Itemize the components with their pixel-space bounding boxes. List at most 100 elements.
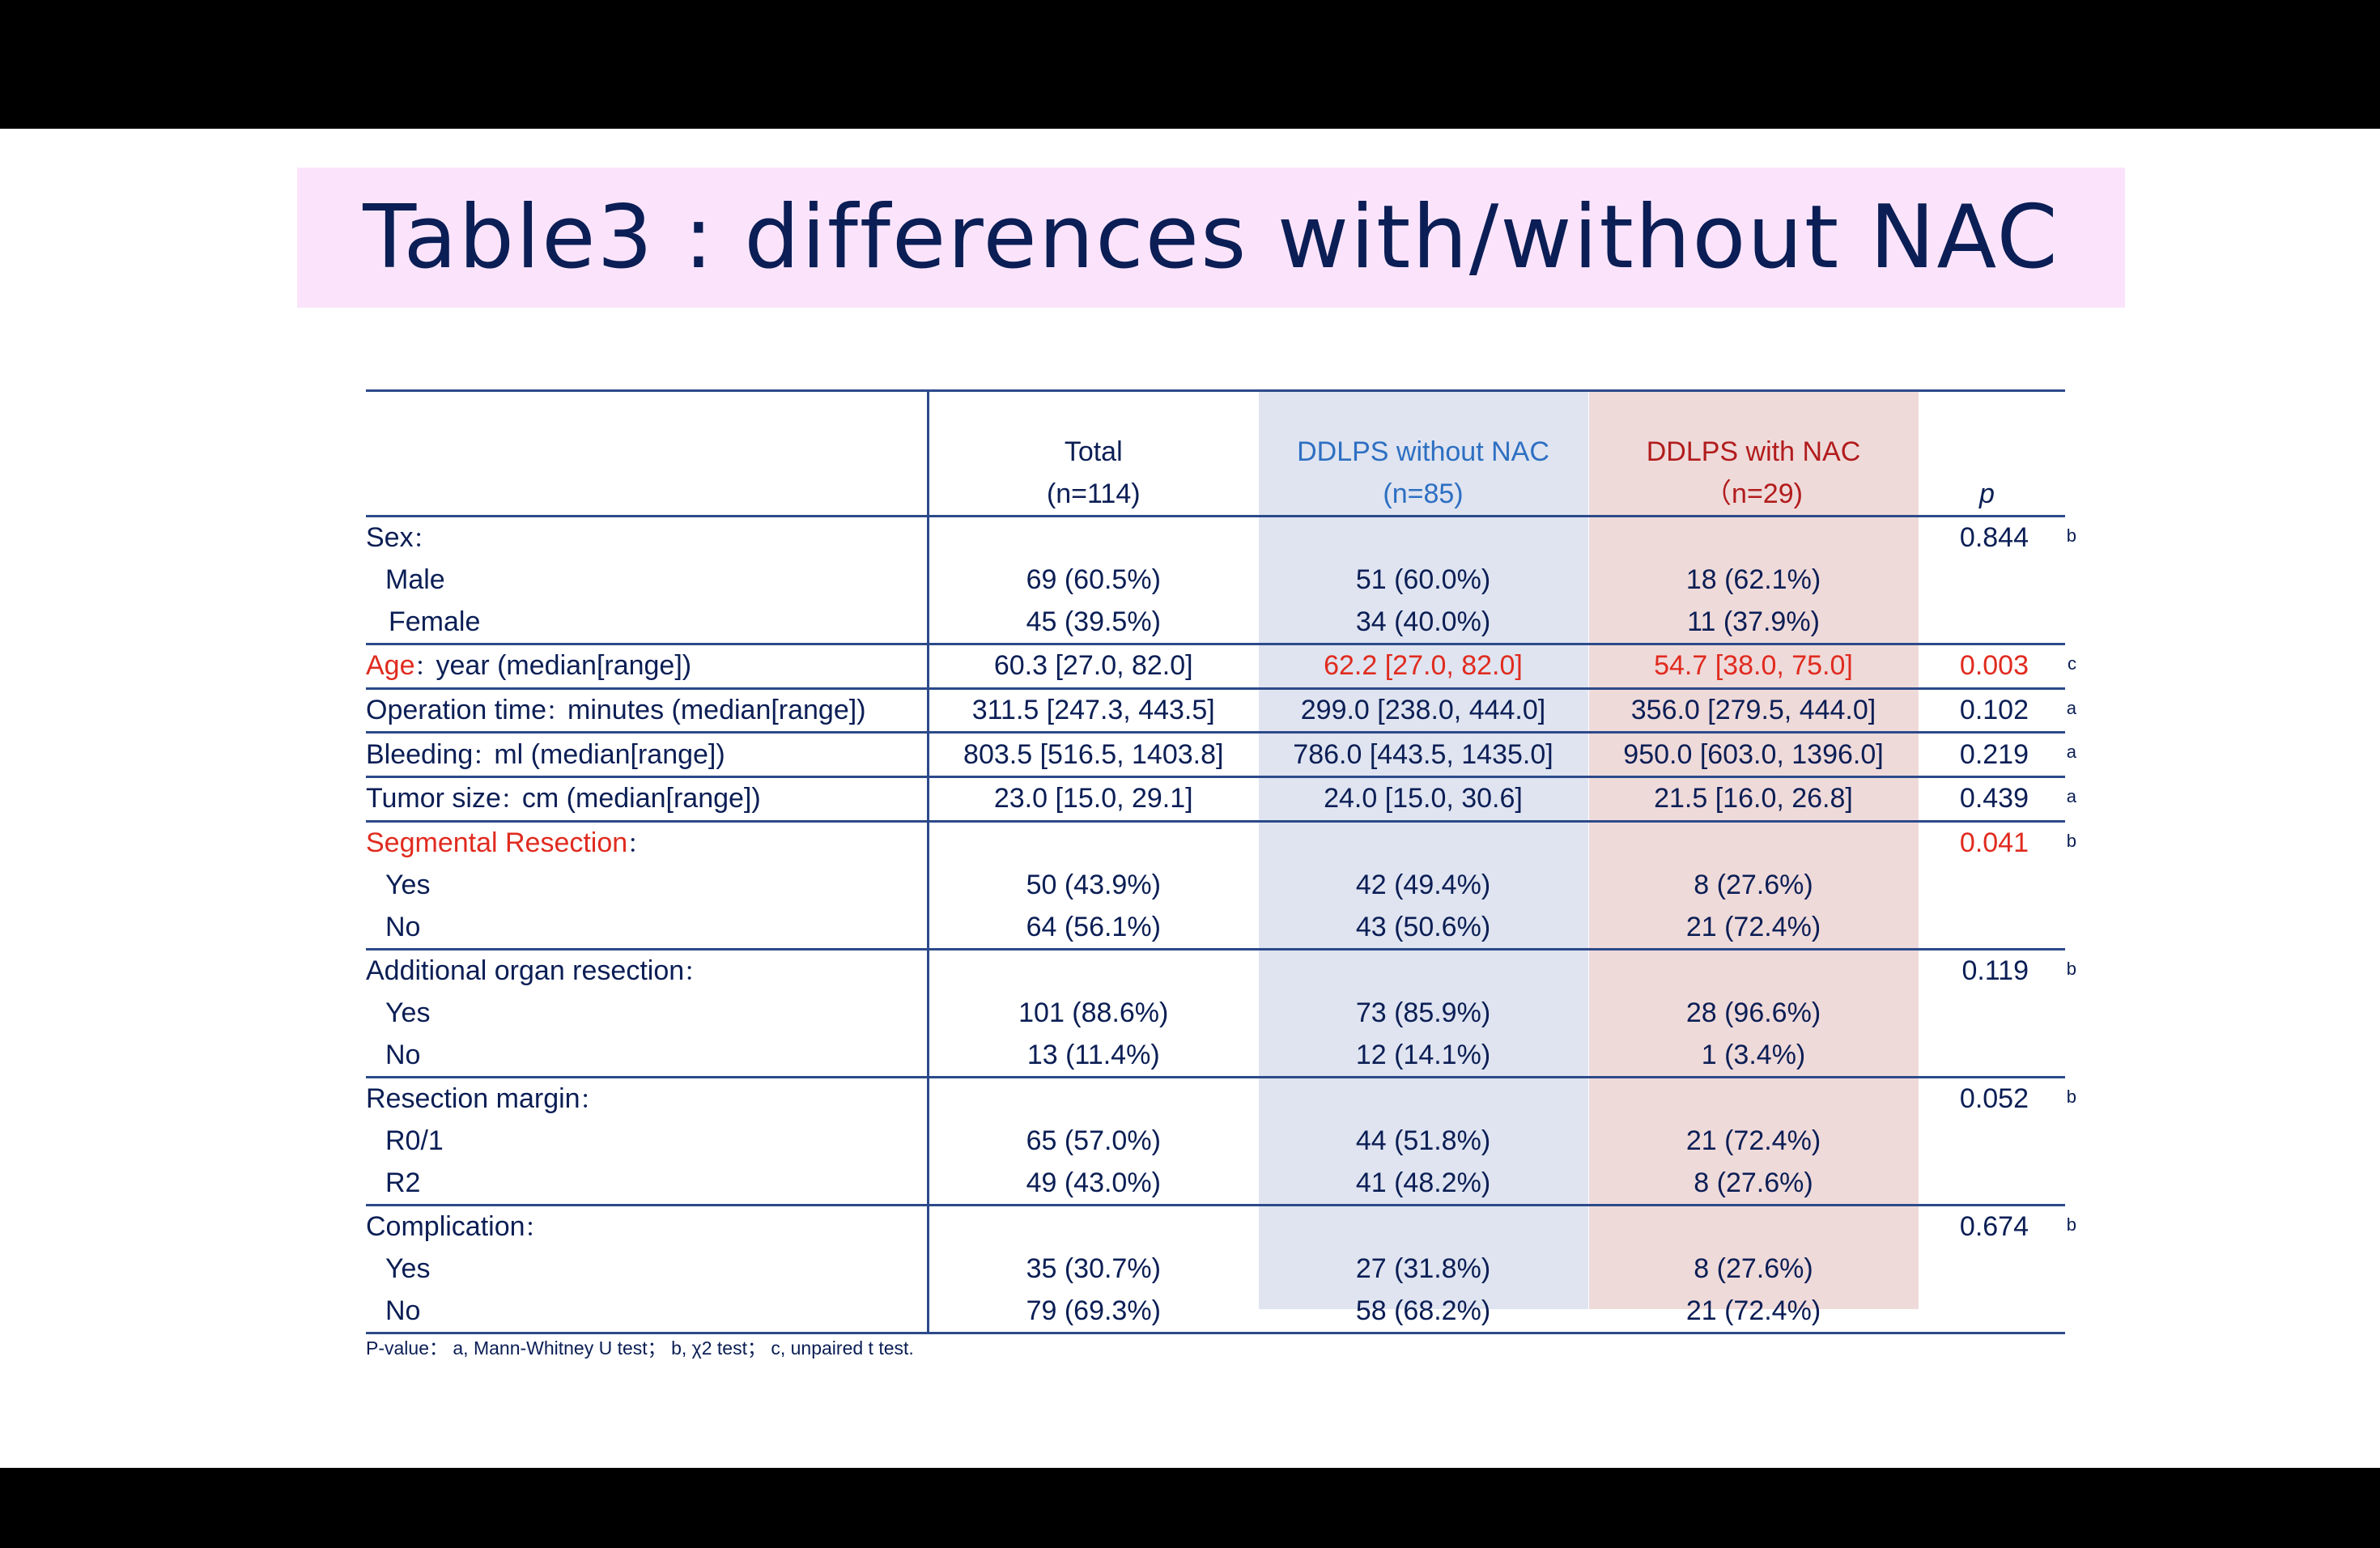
cell-total: 35 (30.7%) [1026,1253,1161,1285]
test-marker: b [2066,1214,2076,1235]
cell-with: 21 (72.4%) [1685,911,1821,942]
p-value: 0.219 a [1919,731,2076,777]
cell-total: 101 (88.6%) [1018,997,1169,1028]
table-row: Resection margin： 0.052 b [366,1075,2076,1121]
table-row: Age：year (median[range]) 60.3 [27.0, 82.… [366,643,2076,689]
table-row: No 64 (56.1%) 43 (50.6%) 21 (72.4%) [366,906,2065,950]
footnote: P-value： a, Mann-Whitney U test； b, χ2 t… [366,1337,914,1359]
table-row: Tumor size：cm (median[range]) 23.0 [15.0… [366,776,2076,822]
p-value: 0.439 a [1919,776,2076,822]
cell-without: 34 (40.0%) [1355,606,1491,637]
p-value: 0.674 b [1919,1203,2076,1248]
row-label: Yes [366,992,929,1035]
header-total: Total (n=114) [928,389,1258,517]
row-label: No [366,1290,929,1335]
row-label: R0/1 [366,1120,929,1163]
cell-without: 42 (49.4%) [1355,869,1491,900]
row-label: Segmental Resection： [366,819,929,865]
slide: Table3 : differences with/without NAC To… [0,129,2380,1468]
cell-total: 23.0 [15.0, 29.1] [928,776,1258,822]
cell-without: 73 (85.9%) [1355,997,1491,1028]
title-banner: Table3 : differences with/without NAC [297,168,2125,308]
cell-total: 45 (39.5%) [1026,606,1161,637]
row-label: Female [366,601,929,644]
table-row: Segmental Resection： 0.041 b [366,819,2076,865]
cell-with: 1 (3.4%) [1701,1039,1806,1070]
cell-total: 60.3 [27.0, 82.0] [928,643,1258,689]
table-row: R2 49 (43.0%) 41 (48.2%) 8 (27.6%) [366,1162,2065,1206]
header-empty [366,389,929,517]
cell-total: 50 (43.9%) [1026,869,1161,900]
row-label: No [366,1034,929,1078]
table-row: Operation time：minutes (median[range]) 3… [366,687,2076,733]
cell-without: 41 (48.2%) [1355,1167,1491,1198]
cell-without: 24.0 [15.0, 30.6] [1258,776,1588,822]
test-marker: a [2066,697,2076,718]
table-row: Bleeding：ml (median[range]) 803.5 [516.5… [366,731,2076,777]
cell-with: 8 (27.6%) [1694,1253,1813,1285]
header-total-n: (n=114) [1046,478,1141,509]
row-label: Sex： [366,514,929,559]
table-row: Yes 101 (88.6%) 73 (85.9%) 28 (96.6%) [366,992,2065,1035]
cell-total: 311.5 [247.3, 443.5] [928,687,1258,733]
cell-without: 27 (31.8%) [1355,1253,1491,1285]
row-label: Resection margin： [366,1075,929,1121]
test-marker: a [2066,742,2076,763]
cell-with: 21 (72.4%) [1685,1125,1821,1156]
cell-with: 11 (37.9%) [1687,606,1820,637]
cell-without: 43 (50.6%) [1355,911,1491,942]
cell-with: 18 (62.1%) [1685,564,1821,596]
table-row: R0/1 65 (57.0%) 44 (51.8%) 21 (72.4%) [366,1120,2065,1163]
cell-without: 786.0 [443.5, 1435.0] [1258,731,1588,777]
test-marker: b [2066,958,2076,979]
cell-with: 950.0 [603.0, 1396.0] [1588,731,1919,777]
slide-title: Table3 : differences with/without NAC [363,187,2059,288]
header-with-n: （n=29) [1704,478,1803,509]
cell-with: 356.0 [279.5, 444.0] [1588,687,1919,733]
data-table: Total (n=114) DDLPS without NAC (n=85) D… [366,389,2076,1335]
row-label: Yes [366,864,929,907]
cell-without: 62.2 [27.0, 82.0] [1258,643,1588,689]
row-label: Additional organ resection： [366,947,929,993]
table-row: Sex： 0.844 b [366,514,2076,559]
p-value: 0.052 b [1919,1075,2076,1121]
p-value: 0.003 c [1919,643,2076,689]
row-label: Yes [366,1248,929,1291]
header-without-label: DDLPS without NAC [1297,436,1549,467]
cell-total: 69 (60.5%) [1026,564,1161,596]
table-row: No 79 (69.3%) 58 (68.2%) 21 (72.4%) [366,1290,2065,1335]
row-label: Bleeding：ml (median[range]) [366,731,929,777]
cell-without: 299.0 [238.0, 444.0] [1258,687,1588,733]
cell-without: 12 (14.1%) [1355,1039,1491,1070]
cell-without: 51 (60.0%) [1355,564,1491,596]
test-marker: b [2066,1086,2076,1107]
p-value: 0.844 b [1919,514,2076,559]
table-row: No 13 (11.4%) 12 (14.1%) 1 (3.4%) [366,1034,2065,1078]
cell-with: 8 (27.6%) [1694,1167,1813,1198]
table-row: Yes 35 (30.7%) 27 (31.8%) 8 (27.6%) [366,1248,2065,1291]
row-label: Operation time：minutes (median[range]) [366,687,929,733]
p-value: 0.119 b [1919,947,2076,993]
row-label: Tumor size：cm (median[range]) [366,776,929,822]
cell-with: 8 (27.6%) [1694,869,1813,900]
cell-without: 44 (51.8%) [1355,1125,1491,1156]
test-marker: b [2066,830,2076,851]
cell-total: 65 (57.0%) [1026,1125,1161,1156]
header-p: p [1919,389,2065,517]
cell-total: 803.5 [516.5, 1403.8] [928,731,1258,777]
header-without-nac: DDLPS without NAC (n=85) [1258,389,1588,517]
cell-total: 64 (56.1%) [1026,911,1161,942]
test-marker: a [2066,786,2076,807]
row-label: Age：year (median[range]) [366,643,929,689]
header-with-nac: DDLPS with NAC （n=29) [1588,389,1919,517]
cell-with: 21.5 [16.0, 26.8] [1588,776,1919,822]
table-row: Yes 50 (43.9%) 42 (49.4%) 8 (27.6%) [366,864,2065,907]
table-row: Female 45 (39.5%) 34 (40.0%) 11 (37.9%) [366,601,2065,644]
table-row: Complication： 0.674 b [366,1203,2076,1248]
p-value: 0.041 b [1919,819,2076,865]
row-label: Complication： [366,1203,929,1248]
cell-total: 49 (43.0%) [1026,1167,1161,1198]
header-row: Total (n=114) DDLPS without NAC (n=85) D… [366,389,2065,517]
header-without-n: (n=85) [1383,478,1464,509]
header-p-label: p [1979,478,1995,509]
